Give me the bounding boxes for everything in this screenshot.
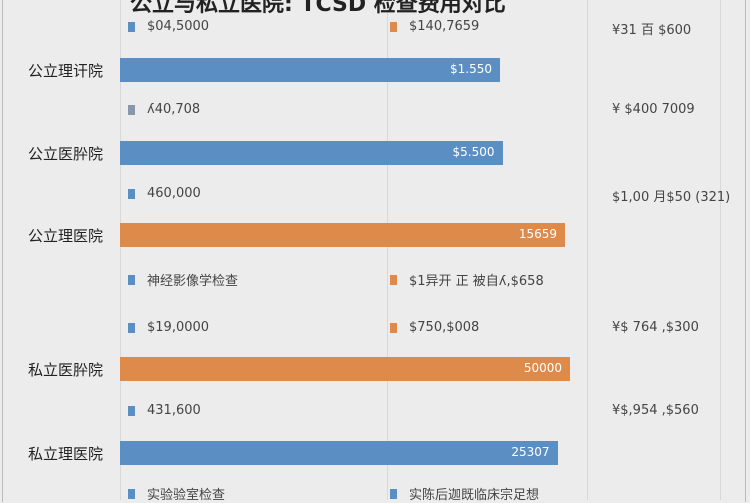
legend-marker-icon bbox=[128, 322, 135, 333]
chart-title: 公立与私立医院: TCSD 检查费用对比 bbox=[130, 0, 506, 17]
grid-line bbox=[387, 0, 388, 500]
annotation-text: $750,$008 bbox=[409, 320, 480, 335]
annotation-a: $19,0000 bbox=[128, 320, 209, 335]
annotation-a: ʎ40,708 bbox=[128, 102, 200, 117]
bar-value-label: $1.550 bbox=[450, 62, 492, 76]
annotation-c: $1,00 月$50 (321) bbox=[612, 186, 730, 205]
annotation-text: ¥$,954 ,$560 bbox=[612, 403, 699, 418]
annotation-c: ¥31 百 $600 bbox=[612, 19, 691, 38]
legend-marker-icon bbox=[390, 21, 397, 32]
category-label: 私立医肸院 bbox=[28, 361, 104, 379]
bar: 50000 bbox=[120, 357, 570, 381]
grid-line bbox=[587, 0, 588, 500]
category-label: 私立理医院 bbox=[28, 445, 104, 463]
annotation-a: 神经影像学检查 bbox=[128, 270, 238, 289]
annotation-text: $04,5000 bbox=[147, 19, 210, 34]
legend-marker-icon bbox=[390, 274, 397, 285]
annotation-text: 实验验室检查 bbox=[147, 488, 226, 503]
annotation-text: 实陈后迦既临床宗足想 bbox=[409, 488, 540, 503]
bar-value-label: 25307 bbox=[511, 445, 550, 459]
bar: $5.500 bbox=[120, 141, 503, 165]
annotation-text: 431,600 bbox=[147, 403, 201, 418]
annotation-a: 460,000 bbox=[128, 186, 201, 201]
legend-marker-icon bbox=[128, 405, 135, 416]
annotation-text: $140,7659 bbox=[409, 19, 480, 34]
axis-line bbox=[120, 0, 121, 500]
category-label: 公立理讦院 bbox=[28, 62, 104, 80]
legend-marker-icon bbox=[128, 274, 135, 285]
annotation-a: 431,600 bbox=[128, 403, 201, 418]
annotation-text: 460,000 bbox=[147, 186, 201, 201]
category-label: 公立医肸院 bbox=[28, 145, 104, 163]
annotation-text: ¥$ 764 ,$300 bbox=[612, 320, 699, 335]
annotation-c: ¥$ 764 ,$300 bbox=[612, 320, 699, 335]
legend-marker-icon bbox=[128, 104, 135, 115]
annotation-text: $19,0000 bbox=[147, 320, 210, 335]
annotation-text: $1,00 月$50 (321) bbox=[612, 190, 731, 205]
legend-marker-icon bbox=[390, 322, 397, 333]
annotation-text: $1异开 正 被自ʎ,$658 bbox=[409, 274, 544, 289]
annotation-text: ʎ40,708 bbox=[147, 102, 201, 117]
legend-marker-icon bbox=[128, 21, 135, 32]
annotation-b: $750,$008 bbox=[390, 320, 479, 335]
annotation-text: ¥31 百 $600 bbox=[612, 23, 692, 38]
annotation-a: 实验验室检查 bbox=[128, 484, 225, 503]
legend-marker-icon bbox=[128, 188, 135, 199]
legend-marker-icon bbox=[128, 488, 135, 499]
bar-value-label: 50000 bbox=[523, 361, 562, 375]
annotation-c: ¥ $400 7009 bbox=[612, 102, 695, 117]
grid-line bbox=[720, 0, 721, 500]
annotation-b: $1异开 正 被自ʎ,$658 bbox=[390, 270, 544, 289]
bar: 15659 bbox=[120, 223, 565, 247]
annotation-text: ¥ $400 7009 bbox=[612, 102, 695, 117]
bar-value-label: 15659 bbox=[518, 227, 557, 241]
bar: 25307 bbox=[120, 441, 558, 465]
annotation-b: 实陈后迦既临床宗足想 bbox=[390, 484, 539, 503]
bar-value-label: $5.500 bbox=[452, 145, 495, 159]
bar: $1.550 bbox=[120, 58, 500, 82]
annotation-text: 神经影像学检查 bbox=[147, 274, 239, 289]
legend-marker-icon bbox=[390, 488, 397, 499]
annotation-b: $140,7659 bbox=[390, 19, 479, 34]
annotation-a: $04,5000 bbox=[128, 19, 209, 34]
category-label: 公立理医院 bbox=[28, 227, 104, 245]
annotation-c: ¥$,954 ,$560 bbox=[612, 403, 699, 418]
